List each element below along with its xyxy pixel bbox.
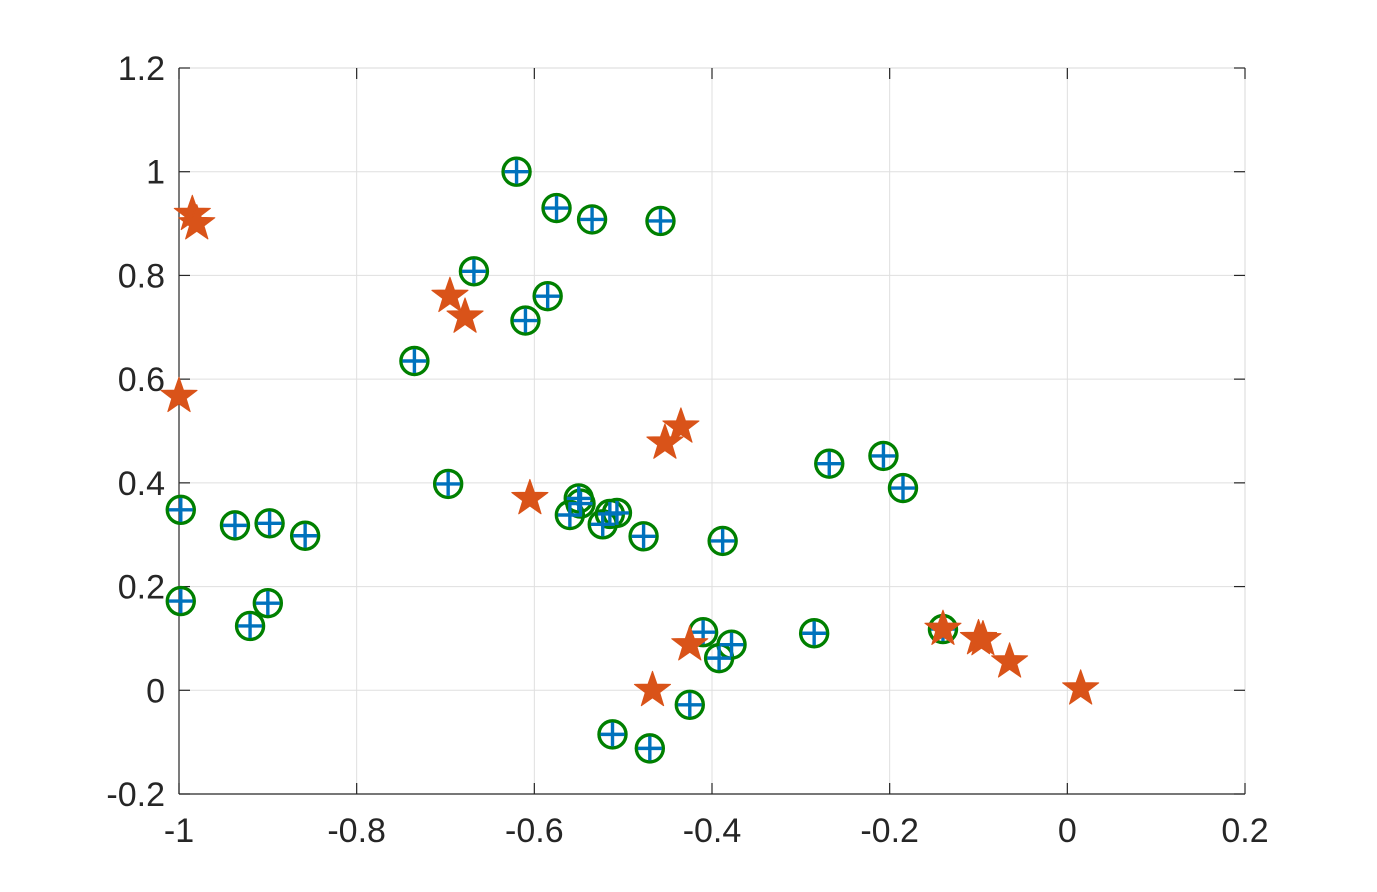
plus-point: [402, 348, 427, 373]
star-point: [924, 609, 962, 645]
plus-point: [568, 491, 593, 516]
plus-point: [168, 497, 193, 522]
circle-point: [432, 468, 464, 500]
plus-point: [802, 621, 827, 646]
circle-series: [165, 156, 959, 764]
y-tick-label: 0.8: [118, 257, 165, 295]
star-point: [1062, 669, 1100, 705]
circle-point: [458, 256, 490, 287]
x-tick-label: -0.8: [327, 812, 386, 850]
circle-point: [234, 610, 266, 642]
y-tick-label: 1: [146, 154, 165, 192]
plus-point: [890, 476, 915, 501]
axes: [178, 67, 1246, 795]
star-point: [991, 642, 1029, 678]
y-tick-label: 0.4: [118, 465, 165, 503]
circle-point: [597, 719, 628, 750]
plus-point: [544, 196, 569, 221]
y-tick-label: 1.2: [118, 50, 165, 88]
circle-point: [252, 587, 284, 619]
plus-point: [504, 159, 529, 184]
circle-point: [532, 280, 563, 312]
plus-point: [600, 722, 625, 747]
circle-point: [165, 585, 196, 617]
x-tick-label: -0.4: [683, 812, 742, 850]
plus-point: [257, 511, 282, 536]
circle-point: [887, 472, 919, 504]
circle-point: [510, 305, 541, 336]
tick-labels: -1 -0.8 -0.6 -0.4 -0.2 0 0.2 -0.2 0 0.2 0.4 0.6 0.8 1…: [106, 50, 1268, 850]
star-point: [671, 625, 709, 661]
plus-point: [461, 259, 486, 284]
plus-point: [535, 284, 560, 309]
x-tick-label: -0.6: [505, 812, 564, 850]
circle-point: [501, 156, 532, 187]
x-tick-label: 0.2: [1221, 812, 1268, 850]
star-point: [964, 619, 1002, 656]
plus-point: [168, 589, 193, 614]
star-point: [431, 276, 469, 313]
plus-point: [604, 500, 629, 525]
circle-point: [798, 618, 830, 649]
plus-point: [871, 443, 896, 468]
plus-point: [557, 503, 582, 528]
plus-point: [222, 513, 247, 538]
plus-point: [648, 208, 673, 233]
x-tick-label: -0.2: [860, 812, 919, 850]
circle-point: [674, 689, 705, 721]
circle-point: [645, 205, 676, 237]
y-tick-label: 0.6: [118, 361, 165, 399]
star-point: [511, 478, 549, 515]
circle-point: [554, 499, 586, 531]
circle-point: [707, 525, 738, 557]
circle-point: [703, 642, 735, 674]
star-point: [646, 423, 684, 459]
star-point: [178, 204, 216, 240]
circle-point: [628, 521, 659, 552]
plus-point: [293, 523, 318, 548]
x-tick-label: 0: [1058, 812, 1077, 850]
plus-point: [677, 692, 702, 717]
circle-point: [541, 192, 572, 224]
plus-series: [168, 159, 955, 761]
y-tick-label: -0.2: [106, 776, 165, 814]
plus-point: [238, 613, 263, 638]
plus-point: [707, 646, 732, 671]
circle-point: [254, 508, 285, 539]
circle-point: [289, 520, 321, 551]
y-tick-label: 0: [146, 672, 165, 710]
plus-point: [710, 528, 735, 553]
plus-point: [255, 591, 280, 616]
plus-point: [631, 524, 656, 549]
plus-point: [513, 308, 538, 333]
y-tick-label: 0.2: [118, 569, 165, 607]
circle-point: [399, 345, 430, 377]
plus-point: [580, 207, 605, 232]
star-point: [446, 297, 484, 333]
star-series: [160, 194, 1100, 707]
plus-point: [817, 451, 842, 476]
star-point: [633, 670, 672, 707]
circle-point: [165, 494, 196, 526]
plus-point: [719, 632, 744, 657]
x-tick-label: -1: [164, 812, 194, 850]
circle-point: [814, 448, 845, 479]
plus-point: [566, 486, 591, 511]
plus-point: [436, 471, 461, 496]
star-point: [662, 407, 700, 443]
circle-point: [576, 204, 608, 235]
circle-point: [868, 440, 899, 472]
star-point: [160, 376, 198, 413]
circle-point: [219, 510, 251, 541]
circle-point: [565, 488, 596, 519]
circle-point: [634, 733, 666, 764]
data-points: [160, 156, 1100, 764]
plus-point: [637, 736, 662, 761]
